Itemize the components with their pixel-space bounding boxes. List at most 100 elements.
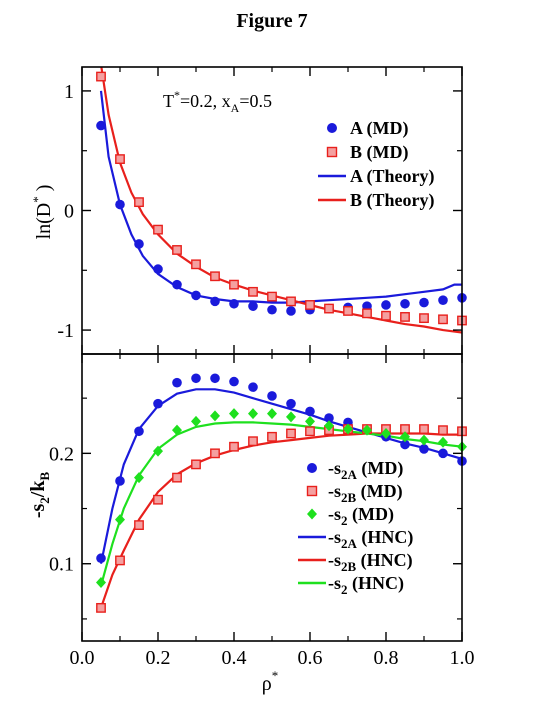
bottom-legend-label-1: -s2A (MD) [328, 458, 403, 482]
top-y-tick-label: 0 [64, 201, 74, 223]
top-point-2-5 [172, 245, 182, 255]
bottom-y-axis-label: -s2/kB [27, 472, 52, 519]
top-series-points-1 [96, 120, 467, 316]
bottom-point-1-1 [96, 553, 106, 564]
bottom-point-3-13 [324, 420, 334, 432]
top-point-2-7 [210, 271, 220, 282]
bottom-point-3-8 [229, 408, 239, 420]
bottom-point-3-9 [248, 408, 258, 420]
top-point-2-12 [305, 300, 315, 310]
bottom-series-points-3 [96, 408, 467, 588]
annotation-t-value: =0.2, x [180, 91, 231, 111]
bottom-point-3-15 [362, 424, 372, 436]
bottom-y-tick-label: 0.1 [49, 554, 74, 576]
bottom-point-3-10 [267, 408, 277, 420]
bottom-point-2-11 [286, 428, 296, 439]
bottom-point-1-18 [419, 444, 429, 454]
bottom-point-1-10 [267, 391, 277, 401]
bottom-legend-marker-2 [306, 485, 318, 497]
bottom-point-3-11 [286, 411, 296, 423]
bottom-point-2-2 [115, 555, 125, 566]
top-legend: A (MD) B (MD) A (Theory) B (Theory) [318, 118, 435, 211]
bottom-point-2-6 [191, 459, 201, 470]
top-point-1-1 [96, 120, 106, 131]
top-point-2-1 [96, 71, 106, 82]
bottom-point-1-19 [438, 448, 448, 459]
bottom-point-1-13 [324, 413, 334, 423]
bottom-y-tick-label: 0.2 [49, 443, 74, 465]
bottom-point-2-12 [305, 426, 315, 437]
top-legend-label-2: B (MD) [350, 142, 408, 163]
bottom-point-2-8 [229, 441, 239, 452]
x-tick-label: 0.0 [70, 647, 95, 669]
x-tick-label: 0.2 [146, 647, 171, 669]
bottom-point-1-7 [210, 373, 220, 384]
bottom-point-3-2 [115, 514, 125, 526]
top-point-2-8 [229, 279, 239, 290]
bottom-point-1-4 [153, 398, 163, 409]
top-point-1-19 [438, 295, 448, 305]
bottom-point-2-4 [153, 494, 163, 505]
bottom-point-3-19 [438, 436, 448, 448]
top-legend-marker-2 [326, 146, 338, 158]
top-y-tick-label: 1 [64, 81, 74, 103]
bottom-series-points-2 [96, 424, 467, 613]
top-y-axis-label: ln(D* ) [30, 185, 55, 240]
bottom-point-1-9 [248, 382, 258, 392]
bottom-point-3-4 [153, 445, 163, 457]
bottom-series-line-1 [99, 388, 462, 564]
bottom-point-1-17 [400, 439, 410, 450]
bottom-point-1-6 [191, 373, 201, 384]
bottom-series-line-2 [99, 432, 462, 609]
top-point-1-3 [134, 239, 144, 249]
top-point-1-18 [419, 297, 429, 308]
x-tick-label: 1.0 [450, 647, 475, 669]
bottom-point-1-11 [286, 398, 296, 409]
bottom-point-1-3 [134, 426, 144, 437]
bottom-point-2-10 [267, 431, 277, 442]
bottom-point-3-6 [191, 415, 201, 427]
top-point-2-10 [267, 291, 277, 302]
x-tick-label: 0.6 [298, 647, 323, 669]
x-tick-label: 0.8 [374, 647, 399, 669]
top-point-1-2 [115, 199, 125, 210]
top-point-1-5 [172, 279, 182, 290]
bottom-point-3-1 [96, 576, 106, 588]
top-point-2-17 [400, 312, 410, 322]
annotation-t-label: T [163, 91, 174, 111]
bottom-point-3-7 [210, 410, 220, 422]
bottom-point-3-14 [343, 423, 353, 435]
top-point-1-9 [248, 301, 258, 311]
top-point-1-10 [267, 304, 277, 315]
top-point-1-8 [229, 298, 239, 309]
bottom-point-1-12 [305, 406, 315, 417]
bottom-point-1-5 [172, 377, 182, 388]
top-legend-marker-1 [327, 123, 337, 133]
top-point-2-19 [438, 314, 448, 325]
top-point-1-6 [191, 290, 201, 301]
top-point-2-3 [134, 197, 144, 208]
bottom-point-1-8 [229, 376, 239, 387]
bottom-legend-marker-3 [307, 508, 317, 520]
top-point-2-2 [115, 154, 125, 164]
bottom-point-2-18 [419, 424, 429, 434]
bottom-point-2-3 [134, 520, 144, 530]
top-point-2-4 [153, 224, 163, 235]
x-axis-label: ρ* [262, 668, 278, 695]
bottom-point-3-12 [305, 415, 315, 427]
top-point-2-9 [248, 286, 258, 297]
top-point-1-11 [286, 306, 296, 316]
top-legend-label-4: B (Theory) [350, 190, 435, 211]
x-tick-label: 0.4 [222, 647, 247, 669]
top-point-1-4 [153, 264, 163, 274]
annotation-x-value: =0.5 [239, 91, 272, 111]
x-tick-labels: 0.0 0.2 0.4 0.6 0.8 1.0 [70, 647, 475, 669]
bottom-legend-label-6: -s2 (HNC) [328, 573, 404, 597]
bottom-series-line-3 [99, 421, 462, 587]
top-series-points-2 [96, 71, 467, 326]
bottom-point-3-3 [134, 472, 144, 484]
bottom-point-2-1 [96, 602, 106, 613]
top-point-2-13 [324, 303, 334, 314]
bottom-legend: -s2A (MD)-s2B (MD)-s2 (MD)-s2A (HNC)-s2B… [298, 458, 413, 597]
